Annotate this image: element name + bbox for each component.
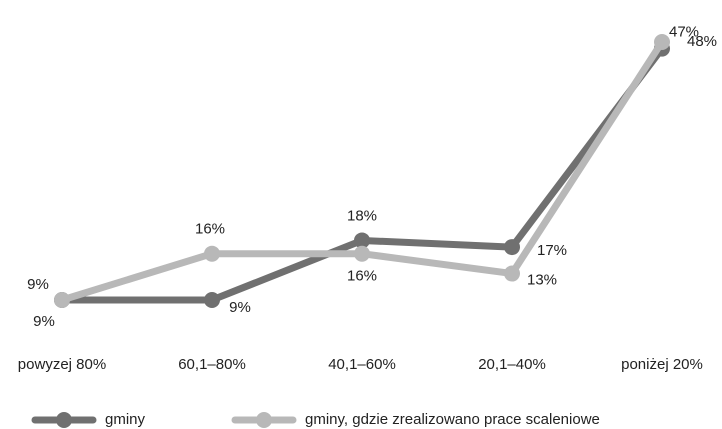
data-label: 16% [347, 268, 377, 285]
data-label: 9% [27, 276, 49, 293]
point [504, 265, 520, 282]
x-tick-label: 20,1–40% [478, 356, 546, 373]
legend-label: gminy [105, 411, 146, 428]
series-line [62, 46, 665, 304]
data-label: 13% [527, 272, 557, 289]
point [354, 245, 370, 262]
x-tick-label: 40,1–60% [328, 356, 396, 373]
point [54, 292, 70, 308]
point [204, 292, 220, 308]
x-tick-label: poniżej 20% [621, 356, 703, 373]
data-label: 9% [229, 299, 251, 316]
point [654, 34, 670, 50]
data-label: 9% [33, 313, 55, 330]
data-label: 47% [669, 24, 699, 41]
point [204, 245, 220, 262]
point [354, 232, 370, 249]
data-label: 18% [347, 207, 377, 224]
x-tick-label: 60,1–80% [178, 356, 246, 373]
legend-marker [256, 412, 272, 428]
legend-marker [56, 412, 72, 428]
legend-label: gminy, gdzie zrealizowano prace scalenio… [305, 411, 600, 428]
x-tick-label: powyzej 80% [18, 356, 106, 373]
point [504, 239, 520, 256]
data-label: 48% [687, 33, 717, 50]
data-label: 16% [195, 221, 225, 238]
data-label: 17% [537, 242, 567, 259]
